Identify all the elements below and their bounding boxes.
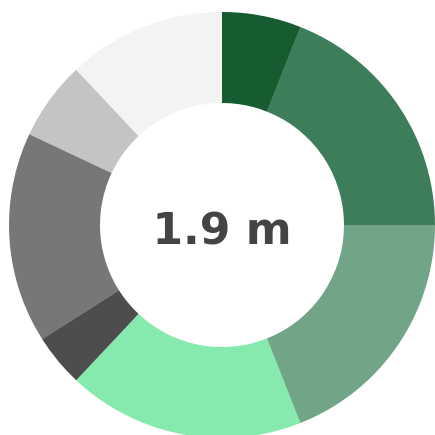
donut-segment bbox=[76, 12, 222, 137]
donut-segment bbox=[29, 69, 139, 174]
donut-segment bbox=[76, 313, 301, 435]
center-label: 1.9 m bbox=[152, 204, 291, 255]
donut-segment bbox=[266, 225, 435, 424]
donut-segment bbox=[266, 26, 435, 225]
donut-segment bbox=[42, 290, 139, 381]
donut-segment bbox=[8, 134, 119, 340]
donut-segment bbox=[222, 12, 301, 112]
